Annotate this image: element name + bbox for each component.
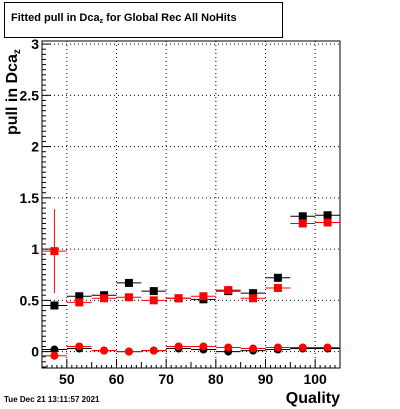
data-point-square [75,298,84,307]
y-tick-label: 3 [31,36,39,52]
data-point-square [249,294,258,303]
data-point-circle [224,343,233,352]
y-tick-label: 2 [31,139,39,155]
data-point-square [298,219,307,228]
data-point-square [273,284,282,293]
data-point-circle [174,342,183,351]
y-tick-label: 1.5 [20,190,40,206]
data-point-square [100,294,109,303]
data-point-circle [75,342,84,351]
chart-title-prefix: Fitted pull in Dca [11,12,100,24]
data-point-square [199,292,208,301]
x-tick-label: 70 [158,371,174,387]
data-point-circle [199,342,208,351]
x-tick-label: 50 [59,371,75,387]
plot-area [42,41,340,368]
y-axis-label-subscript: z [12,49,23,55]
data-point-square [50,301,59,310]
data-point-circle [100,346,109,355]
chart-title-suffix: for Global Rec All NoHits [103,12,237,24]
y-axis-label: pull in Dcaz [4,49,23,135]
y-tick-label: 1 [31,241,39,257]
x-tick-label: 90 [258,371,274,387]
data-point-square [124,278,133,287]
data-point-circle [323,343,332,352]
data-point-square [249,289,258,298]
data-point-circle [298,343,307,352]
data-point-square [124,293,133,302]
x-tick-label: 60 [109,371,125,387]
data-point-square [174,294,183,303]
data-point-circle [50,351,59,360]
data-point-circle [124,347,133,356]
data-point-square [323,211,332,220]
y-tick-label: 2.5 [20,87,40,103]
data-point-square [273,273,282,282]
y-tick-label: 0.5 [20,292,40,308]
x-axis-label: Quality [285,390,340,407]
data-point-circle [50,345,59,354]
data-point-square [75,292,84,301]
chart-title-box: Fitted pull in Dcaz for Global Rec All N… [4,2,283,38]
data-point-circle [273,343,282,352]
data-point-square [50,247,59,256]
data-point-circle [249,344,258,353]
y-axis-label-prefix: pull in Dca [4,54,21,135]
data-point-square [224,286,233,295]
x-tick-label: 80 [208,371,224,387]
timestamp-footer: Tue Dec 21 13:11:57 2021 [4,395,100,404]
chart-title-subscript: z [99,18,104,25]
data-point-square [323,218,332,227]
data-point-square [149,287,158,296]
x-tick-label: 100 [303,371,327,387]
data-point-square [149,296,158,305]
data-point-square [298,212,307,221]
y-tick-label: 0 [31,344,39,360]
data-point-circle [149,346,158,355]
chart-title: Fitted pull in Dcaz for Global Rec All N… [11,12,237,25]
